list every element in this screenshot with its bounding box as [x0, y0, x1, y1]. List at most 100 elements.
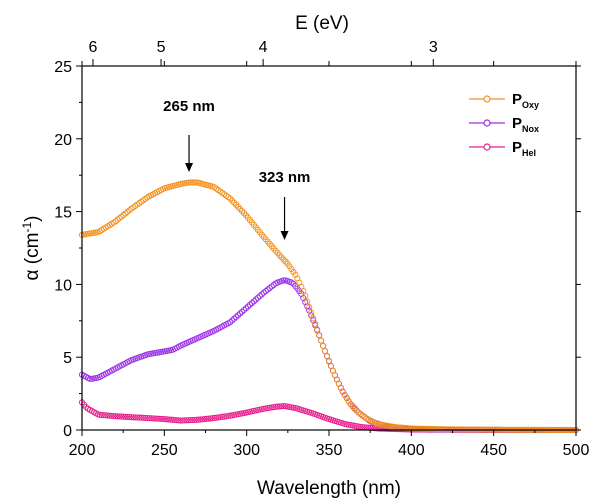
data-point [242, 305, 250, 312]
x-axis-title: Wavelength (nm) [257, 478, 401, 499]
data-point [274, 403, 281, 410]
data-point [424, 425, 431, 432]
data-point [104, 412, 111, 419]
data-point [211, 414, 218, 422]
data-point [454, 426, 461, 433]
data-point [248, 299, 255, 307]
data-point [110, 412, 117, 420]
legend-label: PNox [512, 115, 539, 134]
data-point [165, 416, 172, 423]
data-point [416, 425, 423, 432]
y-tick-label: 5 [63, 350, 72, 367]
data-point [159, 415, 167, 423]
data-point [197, 416, 204, 423]
data-point [152, 415, 159, 422]
data-point [414, 425, 421, 432]
data-point [323, 353, 331, 360]
data-point [126, 207, 133, 214]
data-point [420, 425, 427, 432]
data-point [122, 210, 129, 217]
data-point [231, 315, 238, 322]
data-point [175, 417, 182, 424]
top-tick-label: 3 [429, 39, 438, 56]
data-point [179, 417, 186, 424]
data-point [118, 413, 125, 420]
top-tick-label: 5 [157, 39, 166, 56]
data-point [124, 413, 131, 420]
data-point [430, 425, 437, 433]
legend-label: POxy [512, 91, 539, 110]
data-point [167, 416, 174, 423]
x-tick-label: 200 [69, 442, 96, 459]
data-point [341, 392, 348, 399]
data-point [403, 425, 410, 432]
data-point [183, 417, 190, 424]
data-point [239, 208, 246, 215]
legend-label: PHel [512, 139, 536, 158]
annotation-label: 323 nm [259, 169, 311, 186]
data-point [306, 304, 313, 311]
data-point [426, 425, 433, 433]
legend-item-hel: PHel [469, 139, 536, 158]
data-point [304, 298, 311, 305]
data-point [225, 412, 232, 420]
data-point [314, 326, 321, 333]
data-point [436, 426, 443, 433]
data-point [106, 412, 113, 419]
data-point [227, 319, 234, 326]
plot-frame [81, 65, 577, 431]
data-point [138, 414, 145, 421]
legend-label-subscript: Oxy [522, 100, 539, 110]
data-point [227, 195, 234, 202]
data-point [114, 216, 121, 223]
y-tick-label: 20 [54, 132, 72, 149]
data-point [351, 405, 358, 413]
data-point [442, 426, 449, 433]
annotations: 265 nm 323 nm [163, 98, 310, 240]
data-point [114, 413, 121, 420]
data-point [256, 292, 263, 300]
data-point [98, 411, 105, 419]
legend-marker [483, 95, 491, 103]
data-point [185, 179, 192, 186]
data-point [203, 415, 210, 422]
data-point [321, 348, 329, 355]
legend-label-subscript: Nox [522, 124, 539, 134]
data-point [156, 415, 163, 422]
data-point [157, 415, 165, 422]
data-point [233, 313, 240, 321]
data-point [181, 417, 188, 424]
data-point [448, 426, 455, 433]
data-point [418, 425, 425, 432]
legend-item-nox: PNox [469, 115, 539, 134]
data-point [130, 414, 137, 421]
data-point [432, 426, 439, 433]
data-point [221, 413, 228, 420]
data-point [207, 415, 214, 422]
data-point [205, 415, 212, 422]
data-point [128, 414, 135, 421]
legend-label-subscript: Hel [522, 148, 536, 158]
data-point [244, 303, 252, 310]
data-point [102, 412, 109, 419]
series-oxy [78, 179, 580, 434]
data-point [173, 417, 180, 424]
data-point [316, 332, 323, 339]
annotation-label: 265 nm [163, 98, 215, 115]
y-axis-title-sup: -1 [20, 222, 34, 233]
annotation-arrow-head [185, 163, 194, 172]
data-point [126, 414, 133, 421]
data-point [310, 315, 317, 322]
top-axis-title: E (eV) [295, 13, 349, 34]
data-point [250, 298, 257, 305]
data-point [428, 425, 435, 433]
data-point [191, 179, 198, 186]
data-point [357, 411, 364, 418]
data-point [215, 414, 222, 421]
axes: 200 250 300 350 400 450 500 0 5 10 15 20 25 6 5 4 3 [54, 39, 589, 459]
data-point [122, 413, 129, 420]
data-point [446, 426, 453, 433]
data-point [318, 337, 325, 344]
data-point [272, 403, 279, 410]
data-point [187, 179, 194, 186]
